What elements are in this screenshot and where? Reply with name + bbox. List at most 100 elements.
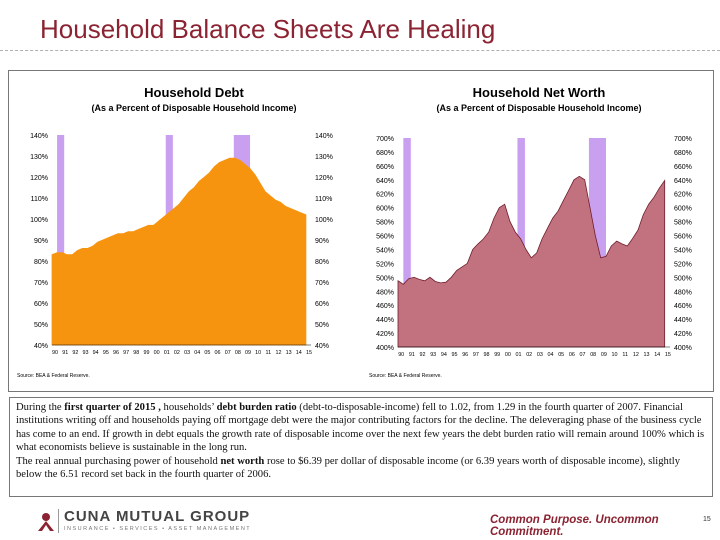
networth-y-tick-label-left: 580% bbox=[376, 220, 394, 227]
networth-x-tick-label: 92 bbox=[420, 352, 426, 358]
networth-y-tick-label-left: 440% bbox=[376, 317, 394, 324]
debt-x-tick-label: 08 bbox=[235, 350, 241, 356]
debt-x-tick-label: 07 bbox=[225, 350, 231, 356]
debt-y-tick-label-left: 130% bbox=[30, 154, 48, 161]
debt-x-tick-label: 02 bbox=[174, 350, 180, 356]
networth-x-tick-label: 08 bbox=[590, 352, 596, 358]
charts-svg: Household Debt (As a Percent of Disposab… bbox=[17, 85, 692, 379]
networth-plot-area: 700% 700% 680% 680% 660% 660% 640% 640% 620% 620%… bbox=[376, 136, 692, 358]
debt-x-tick-label: 01 bbox=[164, 350, 170, 356]
networth-y-tick-label-right: 640% bbox=[674, 178, 692, 185]
networth-x-tick-label: 07 bbox=[580, 352, 586, 358]
networth-y-tick-label-right: 680% bbox=[674, 150, 692, 157]
cuna-logo-icon bbox=[38, 513, 54, 531]
networth-y-tick-label-left: 480% bbox=[376, 289, 394, 296]
networth-x-tick-label: 99 bbox=[494, 352, 500, 358]
networth-y-tick-label-right: 500% bbox=[674, 275, 692, 282]
debt-y-tick-label-left: 80% bbox=[34, 259, 48, 266]
networth-y-tick-label-right: 620% bbox=[674, 192, 692, 199]
networth-x-tick-label: 98 bbox=[484, 352, 490, 358]
debt-y-tick-label-right: 60% bbox=[315, 301, 329, 308]
debt-x-tick-label: 95 bbox=[103, 350, 109, 356]
debt-x-tick-label: 04 bbox=[194, 350, 200, 356]
debt-x-tick-label: 13 bbox=[286, 350, 292, 356]
networth-chart-title: Household Net Worth bbox=[473, 85, 606, 100]
networth-y-tick-label-right: 600% bbox=[674, 206, 692, 213]
networth-y-tick-label-right: 540% bbox=[674, 247, 692, 254]
debt-plot-area: 140% 140% 130% 130% 120% 120% 110% 110% 100% 100%… bbox=[30, 133, 333, 356]
debt-y-tick-label-right: 50% bbox=[315, 322, 329, 329]
debt-y-tick-label-right: 110% bbox=[315, 196, 332, 203]
networth-x-tick-label: 93 bbox=[430, 352, 436, 358]
networth-chart-subtitle: (As a Percent of Disposable Household In… bbox=[436, 103, 641, 113]
networth-x-tick-label: 96 bbox=[462, 352, 468, 358]
networth-x-tick-label: 97 bbox=[473, 352, 479, 358]
debt-y-tick-label-left: 70% bbox=[34, 280, 48, 287]
debt-y-tick-label-left: 90% bbox=[34, 238, 48, 245]
commentary-text: The real annual purchasing power of hous… bbox=[16, 455, 221, 467]
networth-y-tick-label-right: 480% bbox=[674, 289, 692, 296]
networth-y-tick-label-left: 500% bbox=[376, 275, 394, 282]
commentary-debt: During the first quarter of 2015 , house… bbox=[16, 401, 706, 455]
networth-y-tick-label-left: 420% bbox=[376, 331, 394, 338]
networth-series-area bbox=[397, 175, 666, 348]
networth-y-tick-label-right: 700% bbox=[674, 136, 692, 143]
networth-y-tick-label-left: 680% bbox=[376, 150, 394, 157]
networth-y-tick-label-right: 660% bbox=[674, 164, 692, 171]
debt-y-tick-label-right: 80% bbox=[315, 259, 329, 266]
debt-x-tick-label: 11 bbox=[266, 350, 272, 356]
debt-x-tick-label: 05 bbox=[204, 350, 210, 356]
networth-y-tick-label-right: 460% bbox=[674, 303, 692, 310]
debt-y-tick-label-right: 40% bbox=[315, 343, 329, 350]
commentary-text: (debt-to-disposable-income) fell to 1.02… bbox=[16, 402, 705, 454]
debt-chart-source: Source: BEA & Federal Reserve. bbox=[17, 373, 90, 379]
debt-y-tick-label-right: 120% bbox=[315, 175, 333, 182]
debt-x-tick-label: 10 bbox=[255, 350, 261, 356]
networth-x-tick-label: 91 bbox=[409, 352, 415, 358]
networth-x-tick-label: 09 bbox=[601, 352, 607, 358]
debt-x-tick-label: 03 bbox=[184, 350, 190, 356]
debt-x-tick-label: 93 bbox=[83, 350, 89, 356]
commentary-emphasis: debt burden ratio bbox=[216, 402, 297, 413]
page-number: 15 bbox=[703, 516, 711, 523]
networth-x-tick-label: 01 bbox=[516, 352, 522, 358]
debt-x-tick-label: 06 bbox=[215, 350, 221, 356]
charts-panel: Household Debt (As a Percent of Disposab… bbox=[8, 70, 714, 392]
debt-y-tick-label-right: 70% bbox=[315, 280, 329, 287]
commentary-networth: The real annual purchasing power of hous… bbox=[16, 455, 706, 482]
debt-x-tick-label: 15 bbox=[306, 350, 312, 356]
networth-y-tick-label-left: 520% bbox=[376, 261, 394, 268]
debt-y-tick-label-left: 100% bbox=[30, 217, 48, 224]
debt-x-tick-label: 14 bbox=[296, 350, 302, 356]
networth-x-tick-label: 02 bbox=[526, 352, 532, 358]
networth-recession-bar bbox=[403, 138, 411, 347]
slogan: Common Purpose. Uncommon Commitment. bbox=[490, 514, 659, 538]
debt-recession-bar bbox=[57, 135, 65, 345]
debt-x-tick-label: 92 bbox=[72, 350, 78, 356]
networth-y-tick-label-right: 420% bbox=[674, 331, 692, 338]
debt-y-tick-label-right: 90% bbox=[315, 238, 329, 245]
networth-y-tick-label-left: 640% bbox=[376, 178, 394, 185]
networth-x-tick-label: 94 bbox=[441, 352, 447, 358]
networth-y-tick-label-left: 540% bbox=[376, 247, 394, 254]
networth-x-tick-label: 12 bbox=[633, 352, 639, 358]
debt-y-tick-label-right: 100% bbox=[315, 217, 333, 224]
networth-chart-source: Source: BEA & Federal Reserve. bbox=[369, 373, 442, 379]
company-tagline: INSURANCE • SERVICES • ASSET MANAGEMENT bbox=[64, 526, 252, 532]
title-divider bbox=[0, 50, 720, 52]
networth-y-tick-label-left: 620% bbox=[376, 192, 394, 199]
networth-y-tick-label-left: 600% bbox=[376, 206, 394, 213]
networth-chart: Household Net Worth (As a Percent of Dis… bbox=[369, 85, 692, 379]
networth-x-tick-label: 03 bbox=[537, 352, 543, 358]
slide-title: Household Balance Sheets Are Healing bbox=[40, 14, 496, 44]
debt-x-tick-label: 90 bbox=[52, 350, 58, 356]
debt-y-tick-label-left: 60% bbox=[34, 301, 48, 308]
networth-y-tick-label-left: 700% bbox=[376, 136, 394, 143]
debt-x-tick-label: 91 bbox=[62, 350, 68, 356]
commentary-text: rose to $6.39 per dollar of disposable i… bbox=[16, 455, 681, 481]
commentary-text: During the bbox=[16, 402, 65, 413]
debt-chart: Household Debt (As a Percent of Disposab… bbox=[17, 85, 333, 379]
debt-x-tick-label: 98 bbox=[133, 350, 139, 356]
networth-y-tick-label-left: 660% bbox=[376, 164, 394, 171]
networth-y-tick-label-right: 400% bbox=[674, 345, 692, 352]
